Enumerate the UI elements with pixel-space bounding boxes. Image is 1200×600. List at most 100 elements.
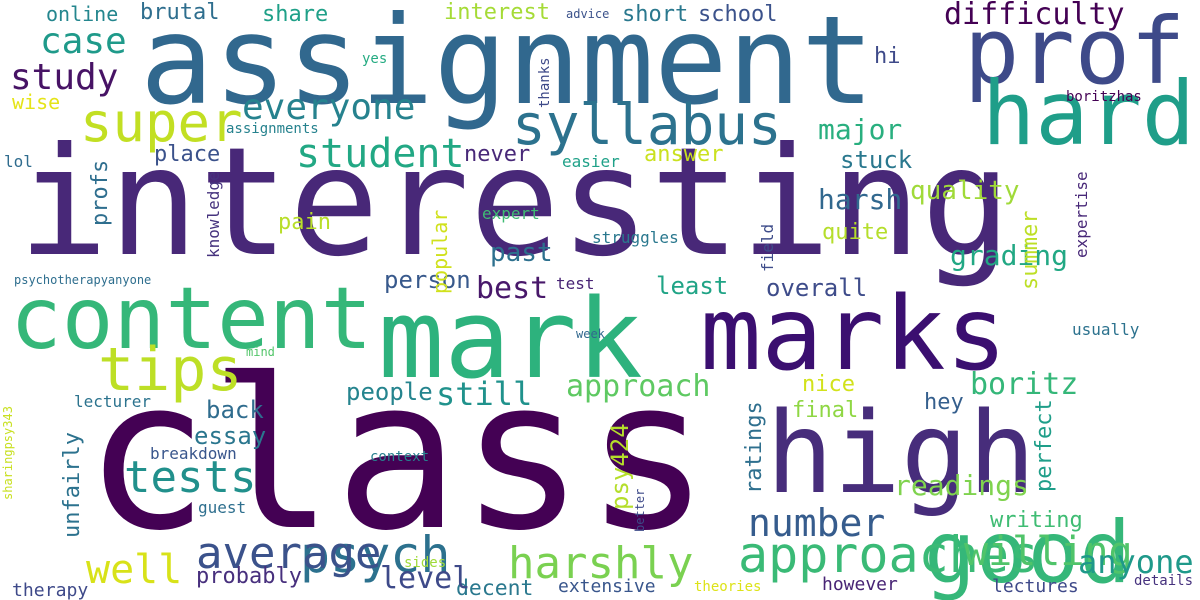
word: advice [566,7,610,21]
word: summer [1018,210,1043,290]
word: student [296,131,465,177]
word: case [40,21,127,62]
word: quite [822,220,889,245]
word: pain [278,210,331,235]
word: boritzhas [1066,89,1142,105]
word: unfairly [60,432,85,538]
word: anyone [1078,543,1194,581]
word: willing [964,529,1133,575]
word: people [346,378,433,406]
word: usually [1072,320,1140,339]
word: short [622,2,689,27]
word: breakdown [150,444,237,463]
word: decent [456,576,534,600]
word: approaches [738,526,1040,584]
word: theories [694,579,762,595]
word: thanks [537,57,553,108]
word: popular [428,209,452,294]
word: quality [910,176,1020,206]
word: never [464,142,531,167]
word: week [576,327,605,341]
word: wise [12,90,61,114]
word: high [766,389,1036,519]
word: therapy [12,580,89,600]
word: details [1134,573,1194,589]
word: perfect [1032,399,1057,492]
word: back [206,396,264,424]
word: field [758,223,777,272]
word: average [196,528,382,579]
word: answer [644,142,724,167]
word: ratings [742,401,767,494]
word: however [822,574,898,595]
word: psy424 [606,423,634,510]
word: lectures [992,576,1079,597]
word: tests [124,452,257,503]
word: super [80,91,243,154]
word: good [924,503,1132,600]
word: essay [194,422,267,450]
word: profs [88,159,113,226]
word: past [490,238,553,268]
word: mind [246,345,275,359]
word: interesting [18,116,1012,290]
word: school [698,2,778,27]
word: extensive [558,576,656,597]
word: assignment [140,0,875,132]
word: probably [196,564,302,589]
word: syllabus [512,93,782,158]
word: best [476,271,549,306]
word: hi [874,44,901,69]
word: interest [444,0,550,25]
word: easier [562,152,620,171]
word: sharingpsy343 [1,406,15,500]
word: well [86,547,183,593]
word: number [748,501,886,545]
word: writing [990,508,1083,533]
word: prof [964,0,1186,105]
word: marks [700,275,1008,394]
word: struggles [592,228,679,247]
word: psych [300,526,451,584]
word: difficulty [944,0,1125,32]
word: everyone [242,87,416,128]
word: readings [894,469,1029,502]
word: online [46,2,119,26]
word: tips [98,335,243,405]
word: better [633,488,647,532]
word: context [370,449,430,465]
word: boritz [970,367,1079,402]
word: psychotherapyanyone [14,273,152,287]
word: expert [482,204,540,223]
word: expertise [1072,171,1091,258]
word: test [556,274,595,293]
word: sides [404,555,447,571]
word: share [262,2,329,27]
word: least [656,272,729,300]
word: still [436,375,533,413]
word: brutal [140,0,220,25]
word: hard [982,62,1195,165]
word: stuck [840,146,913,174]
word: guest [198,498,247,517]
word: harshly [508,538,694,589]
word: hey [924,390,964,415]
word: nice [802,372,855,397]
word: knowledge [204,171,223,258]
word: approach [566,369,711,404]
word: yes [362,51,388,67]
word: lol [4,152,33,171]
word: level [380,561,471,596]
word: final [792,398,859,423]
word: mark [378,275,643,403]
word: person [384,266,471,294]
word: overall [766,274,868,302]
word: class [84,335,711,577]
word: lecturer [74,392,152,411]
word: assignments [226,121,319,137]
word: harsh [818,183,903,216]
word: grading [950,239,1069,272]
word: study [10,57,119,98]
word: content [10,269,373,369]
